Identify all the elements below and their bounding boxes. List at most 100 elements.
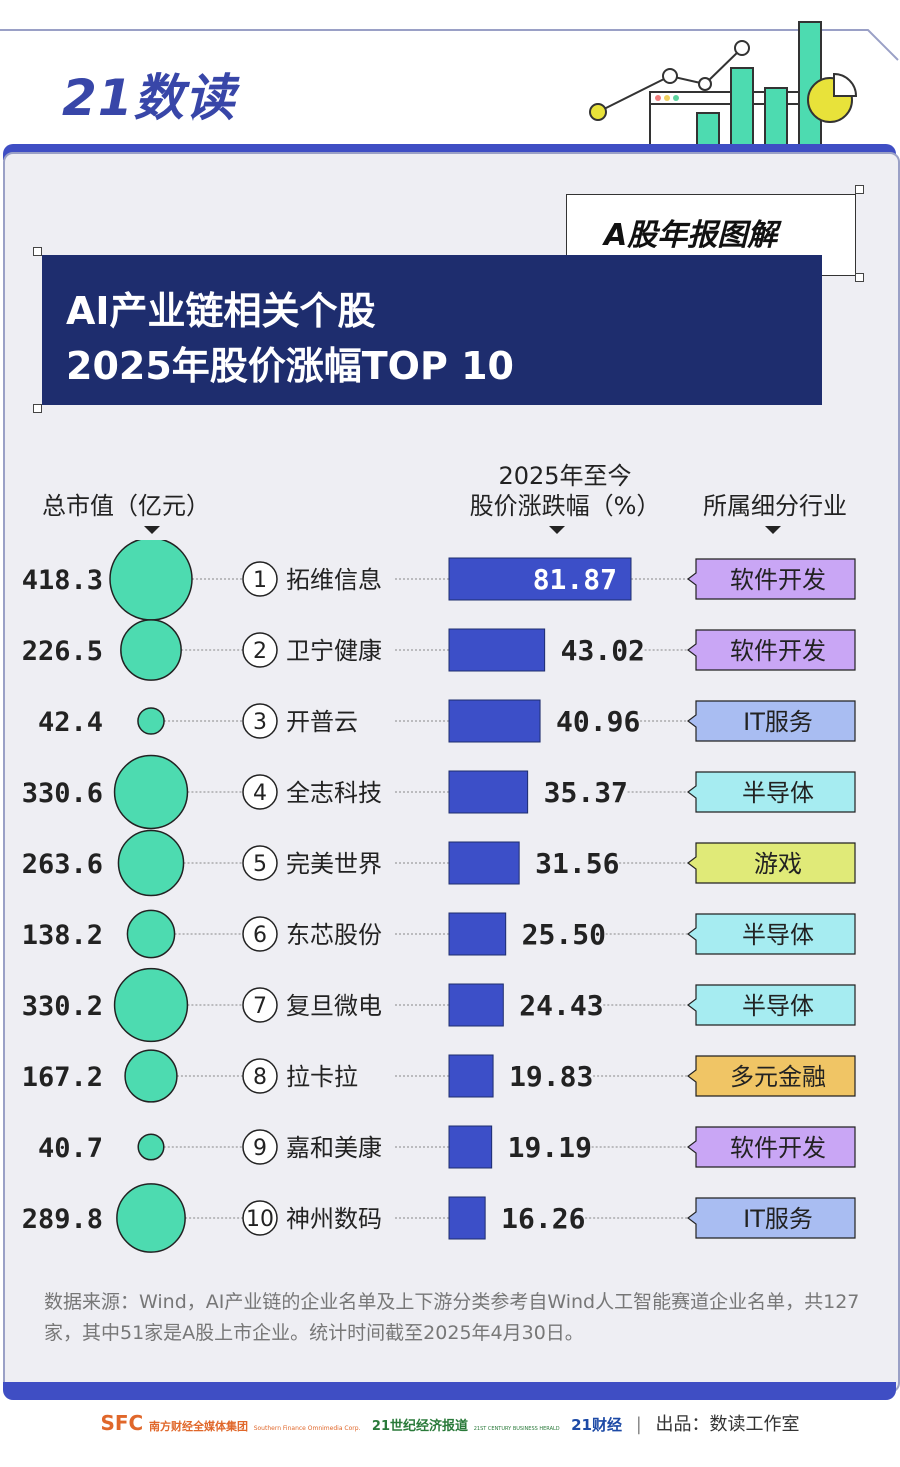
change-bar <box>448 1196 486 1240</box>
industry-label: 软件开发 <box>730 566 826 594</box>
corner-marker <box>855 185 864 194</box>
market-cap-label: 263.6 <box>22 849 103 880</box>
market-cap-label: 226.5 <box>22 636 103 667</box>
rank-badge <box>242 703 278 739</box>
industry-label: 半导体 <box>742 992 814 1020</box>
rank-badge <box>242 632 278 668</box>
org-name-en: Southern Finance Omnimedia Corp. <box>253 1425 361 1432</box>
industry-tag <box>687 629 856 671</box>
rank-number: 2 <box>253 639 267 664</box>
market-cap-bubble <box>137 1133 165 1161</box>
change-bar <box>448 912 507 956</box>
change-label: 31.56 <box>535 847 619 880</box>
app-logo: 21财经 <box>571 1416 622 1434</box>
change-bar <box>448 770 529 814</box>
change-label: 19.19 <box>508 1131 592 1164</box>
company-name: 完美世界 <box>286 850 382 878</box>
rank-badge <box>242 916 278 952</box>
industry-label: 半导体 <box>742 921 814 949</box>
rank-number: 9 <box>253 1136 267 1161</box>
industry-tag <box>687 913 856 955</box>
rank-badge <box>242 845 278 881</box>
market-cap-bubble <box>116 1183 186 1253</box>
industry-tag <box>687 771 856 813</box>
org-name: 南方财经全媒体集团 <box>148 1420 248 1433</box>
title-box <box>42 255 822 405</box>
deco-bar <box>730 67 754 154</box>
market-cap-header: 总市值（亿元） <box>42 492 210 520</box>
rank-badge <box>242 1200 278 1236</box>
industry-label: 软件开发 <box>730 1134 826 1162</box>
market-cap-bubble <box>113 754 189 830</box>
market-cap-bubble <box>117 829 185 897</box>
herald-en: 21ST CENTURY BUSINESS HERALD <box>473 1426 560 1432</box>
corner-marker <box>33 247 42 256</box>
corner-marker <box>33 404 42 413</box>
market-cap-bubble <box>126 909 176 959</box>
company-name: 卫宁健康 <box>286 637 382 665</box>
market-cap-label: 418.3 <box>22 565 103 596</box>
market-cap-bubble <box>124 1049 178 1103</box>
rank-number: 4 <box>253 781 267 806</box>
change-bar <box>448 841 520 885</box>
market-cap-bubble <box>113 967 189 1043</box>
industry-tag <box>687 1197 856 1239</box>
title-line-2: 2025年股价涨幅TOP 10 <box>66 344 514 388</box>
company-name: 嘉和美康 <box>286 1134 382 1162</box>
industry-label: IT服务 <box>743 708 813 736</box>
market-cap-label: 138.2 <box>22 920 103 951</box>
industry-label: IT服务 <box>743 1205 813 1233</box>
rank-number: 8 <box>253 1065 267 1090</box>
change-label: 81.87 <box>533 563 617 596</box>
company-name: 东芯股份 <box>286 921 382 949</box>
industry-label: 半导体 <box>742 779 814 807</box>
rank-number: 1 <box>253 568 267 593</box>
market-cap-bubble <box>109 540 193 621</box>
industry-tag <box>687 842 856 884</box>
change-label: 43.02 <box>561 634 645 667</box>
rank-number: 10 <box>246 1207 274 1232</box>
market-cap-label: 40.7 <box>38 1133 103 1164</box>
industry-tag <box>687 558 856 600</box>
change-label: 24.43 <box>519 989 603 1022</box>
rank-badge <box>242 561 278 597</box>
change-label: 40.96 <box>556 705 640 738</box>
series-tag: A股年报图解 <box>604 218 778 253</box>
company-name: 全志科技 <box>286 779 382 807</box>
rank-number: 6 <box>253 923 267 948</box>
rank-badge <box>242 987 278 1023</box>
rank-number: 7 <box>253 994 267 1019</box>
industry-tag <box>687 984 856 1026</box>
sfc-logo: SFC <box>100 1411 144 1435</box>
change-bar <box>448 1125 493 1169</box>
rank-badge <box>242 1129 278 1165</box>
change-label: 16.26 <box>501 1202 585 1235</box>
change-bar <box>448 557 632 601</box>
change-bar <box>448 699 541 743</box>
rank-number: 5 <box>253 852 267 877</box>
herald-logo: 21世纪经济报道 <box>371 1419 468 1434</box>
market-cap-label: 42.4 <box>38 707 103 738</box>
industry-tag <box>687 1126 856 1168</box>
company-name: 神州数码 <box>286 1205 382 1233</box>
market-cap-bubble <box>137 707 165 735</box>
change-bar <box>448 1054 494 1098</box>
industry-tag <box>687 1055 856 1097</box>
industry-tag <box>687 700 856 742</box>
change-label: 19.83 <box>509 1060 593 1093</box>
market-cap-label: 167.2 <box>22 1062 103 1093</box>
change-bar <box>448 983 504 1027</box>
market-cap-bubble <box>120 619 182 681</box>
company-name: 开普云 <box>286 708 358 736</box>
footer: SFC 南方财经全媒体集团 Southern Finance Omnimedia… <box>100 1411 800 1435</box>
arrow-down-icon <box>765 526 781 534</box>
industry-label: 软件开发 <box>730 637 826 665</box>
producer: 出品：数读工作室 <box>655 1414 800 1435</box>
market-cap-label: 289.8 <box>22 1204 103 1235</box>
change-label: 25.50 <box>522 918 606 951</box>
change-header-line2: 股价涨跌幅（%） <box>469 492 661 520</box>
industry-label: 多元金融 <box>730 1063 826 1091</box>
rank-badge <box>242 774 278 810</box>
rank-badge <box>242 1058 278 1094</box>
